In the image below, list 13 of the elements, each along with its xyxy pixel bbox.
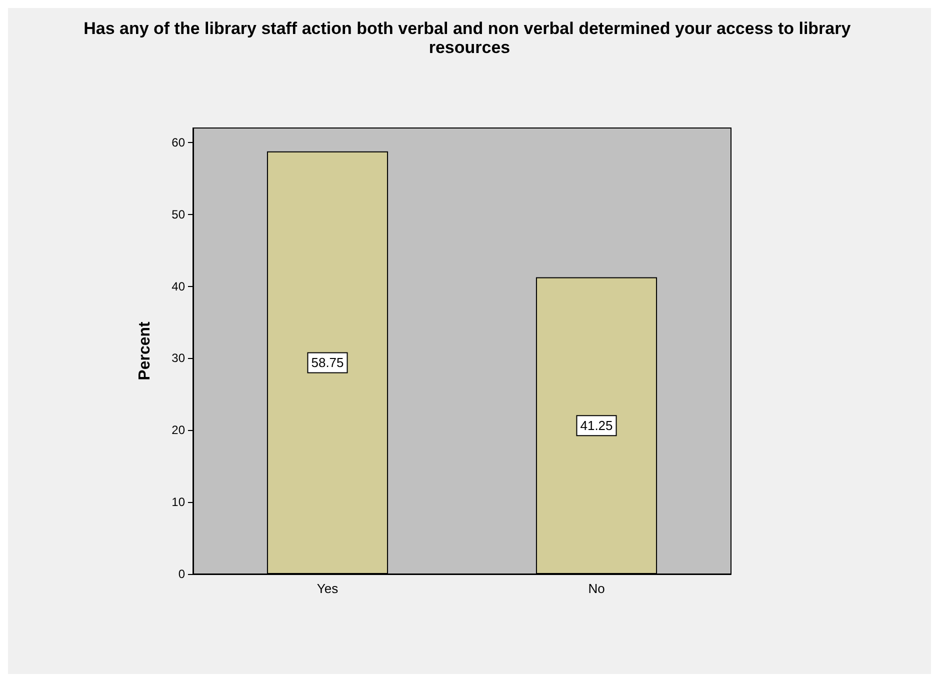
data-label: 41.25 [580,418,613,434]
y-tick-label: 50 [172,207,186,222]
y-tick-label: 10 [172,495,186,510]
y-tick-label: 30 [172,351,186,366]
x-tick-label: No [588,581,605,596]
y-tick-label: 0 [178,567,186,581]
x-tick-label: Yes [316,581,339,596]
chart-title: Has any of the library staff action both verbal and non verbal determined your access to library resources [84,19,856,57]
y-tick-label: 20 [172,423,186,438]
y-tick-label: 60 [172,135,186,150]
y-tick-label: 40 [172,279,186,294]
y-axis-title: Percent [136,320,154,380]
data-label: 58.75 [311,355,344,370]
